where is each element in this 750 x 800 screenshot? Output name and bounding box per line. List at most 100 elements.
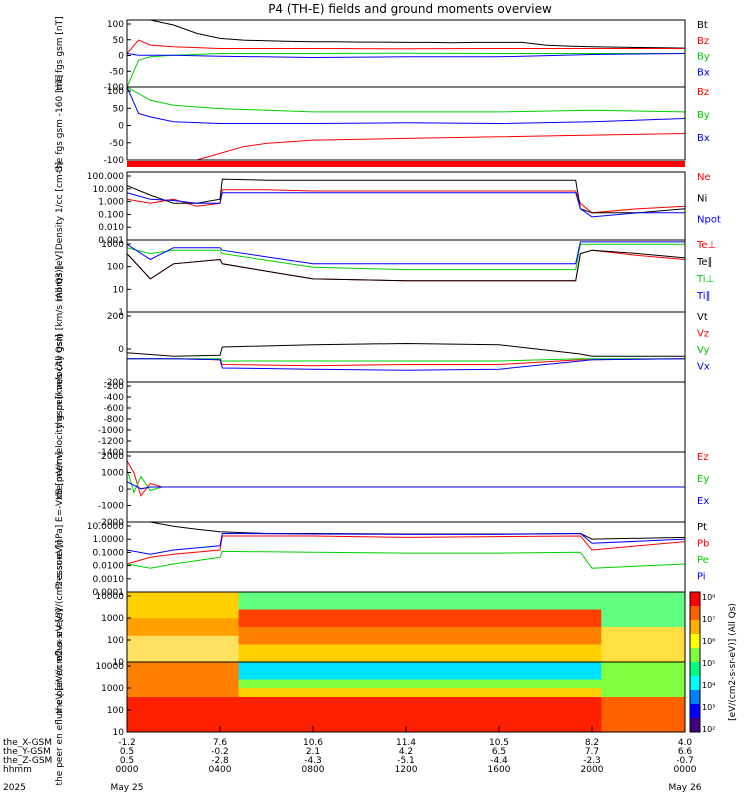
spectrogram-cell bbox=[406, 662, 435, 672]
ephemeris-value: 0800 bbox=[302, 765, 325, 775]
spectrogram-cell bbox=[573, 705, 602, 715]
spectrogram-cell bbox=[517, 627, 546, 637]
spectrogram-cell bbox=[406, 670, 435, 680]
spectrogram-cell bbox=[210, 679, 240, 689]
spectrogram-cell bbox=[461, 627, 491, 637]
spectrogram-cell bbox=[433, 697, 463, 707]
series-line-Vy bbox=[127, 358, 685, 362]
spectrogram-cell bbox=[545, 635, 574, 645]
spectrogram-cell bbox=[433, 723, 463, 733]
ephemeris-value: 8.2 bbox=[585, 738, 599, 748]
spectrogram-cell bbox=[545, 609, 574, 619]
y-tick-label: 100 bbox=[107, 706, 124, 716]
ephemeris-row-label: the_Y-GSM bbox=[3, 747, 51, 757]
spectrogram-cell bbox=[266, 723, 295, 733]
spectrogram-cell bbox=[154, 644, 184, 654]
spectrogram-cell bbox=[182, 600, 212, 610]
spectrogram-cell bbox=[322, 644, 351, 654]
legends: Bt Bz By Bx Bz By Bx Ne Ni Npot Te⊥ Te∥ Ti⊥ Ti∥ Vt Vz Vy… bbox=[696, 20, 721, 583]
legend-entry-Pe: Pe bbox=[697, 555, 709, 566]
spectrogram-cell bbox=[350, 688, 379, 698]
spectrogram-cell bbox=[238, 635, 267, 645]
spectrogram-cell bbox=[322, 609, 351, 619]
spectrogram-cell bbox=[294, 627, 323, 637]
spectrogram-cell bbox=[378, 618, 407, 628]
y-tick-label: 100 bbox=[107, 263, 124, 273]
spectrogram-cell bbox=[461, 600, 491, 610]
y-tick-label: 1000 bbox=[101, 240, 124, 250]
ephemeris-value: -0.7 bbox=[676, 756, 694, 766]
spectrogram-cell bbox=[461, 705, 491, 715]
spectrogram-cell bbox=[545, 697, 574, 707]
spectrogram-cell bbox=[378, 600, 407, 610]
spectrogram-cell bbox=[238, 653, 267, 663]
y-tick-label: 1000 bbox=[101, 614, 124, 624]
spectrogram-cell bbox=[489, 609, 519, 619]
spectrogram-cell bbox=[629, 600, 658, 610]
ephemeris-value: 7.6 bbox=[213, 738, 228, 748]
spectrogram-cell bbox=[573, 670, 602, 680]
spectrogram-cell bbox=[489, 679, 519, 689]
spectrogram-cell bbox=[154, 592, 184, 602]
spectrogram-cell bbox=[238, 600, 267, 610]
spectrogram-cell bbox=[294, 600, 323, 610]
colorbar-tick-label: 10⁸ bbox=[702, 593, 715, 602]
spectrogram-cell bbox=[322, 723, 351, 733]
panel-frame bbox=[126, 86, 686, 161]
spectrogram-cell bbox=[154, 688, 184, 698]
spectrogram-cell bbox=[517, 697, 546, 707]
spectrogram-cell bbox=[489, 662, 519, 672]
y-tick-label: -1000 bbox=[98, 502, 124, 512]
spectrogram-cell bbox=[294, 592, 323, 602]
spectrogram-cell bbox=[461, 670, 491, 680]
ephemeris-value: 2.1 bbox=[306, 747, 320, 757]
legend-entry-Bx: Bx bbox=[697, 67, 710, 78]
spectrogram-cell bbox=[127, 723, 156, 733]
spectrogram-cell bbox=[406, 723, 435, 733]
spectrogram-cell bbox=[657, 688, 686, 698]
ephemeris-value: 11.4 bbox=[396, 738, 416, 748]
spectrogram-cell bbox=[657, 714, 686, 724]
spectrogram-cell bbox=[433, 688, 463, 698]
y-tick-label: -400 bbox=[104, 393, 125, 403]
series-line-Vt bbox=[126, 342, 685, 357]
y-tick-label: -1200 bbox=[98, 437, 124, 447]
spectrogram-cell bbox=[378, 679, 407, 689]
spectrogram-cell bbox=[210, 653, 240, 663]
panel-background bbox=[127, 312, 685, 382]
spectrogram-cell bbox=[322, 653, 351, 663]
spectrogram-cell bbox=[350, 609, 379, 619]
ephemeris-value: 0.5 bbox=[120, 747, 134, 757]
spectrogram-cell bbox=[657, 627, 686, 637]
spectrogram-cell bbox=[489, 697, 519, 707]
spectrogram-cell bbox=[266, 688, 295, 698]
y-tick-label: -800 bbox=[104, 415, 125, 425]
y-axis-label: the peir en eflux eV [eV/(cm2-s-sr-eV)] bbox=[55, 540, 65, 714]
spectrogram-cell bbox=[545, 627, 574, 637]
spectrogram-cell bbox=[210, 697, 240, 707]
ephemeris-value: 7.7 bbox=[585, 747, 599, 757]
spectrogram-cell bbox=[154, 653, 184, 663]
spectrogram-cell bbox=[629, 714, 658, 724]
spectrogram-cell bbox=[154, 627, 184, 637]
spectrogram-cell bbox=[182, 592, 212, 602]
y-axis-label: the peer en eflux eV [eV/(cm2-s-sr-eV)] bbox=[55, 609, 65, 786]
spectrograms bbox=[127, 592, 686, 733]
spectrogram-cell bbox=[433, 609, 463, 619]
spectrogram-cell bbox=[629, 592, 658, 602]
y-tick-label: 0.010 bbox=[98, 223, 124, 233]
spectrogram-cell bbox=[489, 618, 519, 628]
spectrogram-cell bbox=[238, 705, 267, 715]
y-tick-label: 10.0000 bbox=[87, 522, 124, 532]
series-line-Vx bbox=[127, 358, 686, 371]
y-tick-label: 100 bbox=[107, 636, 124, 646]
spectrogram-cell bbox=[489, 688, 519, 698]
spectrogram-cell bbox=[657, 592, 686, 602]
spectrogram-cell bbox=[406, 697, 435, 707]
spectrogram-cell bbox=[182, 705, 212, 715]
y-tick-label: 50 bbox=[113, 104, 125, 114]
ephemeris-row-label: the_Z-GSM bbox=[3, 756, 52, 766]
series-line-Bx bbox=[126, 53, 686, 59]
spectrogram-cell bbox=[210, 714, 240, 724]
